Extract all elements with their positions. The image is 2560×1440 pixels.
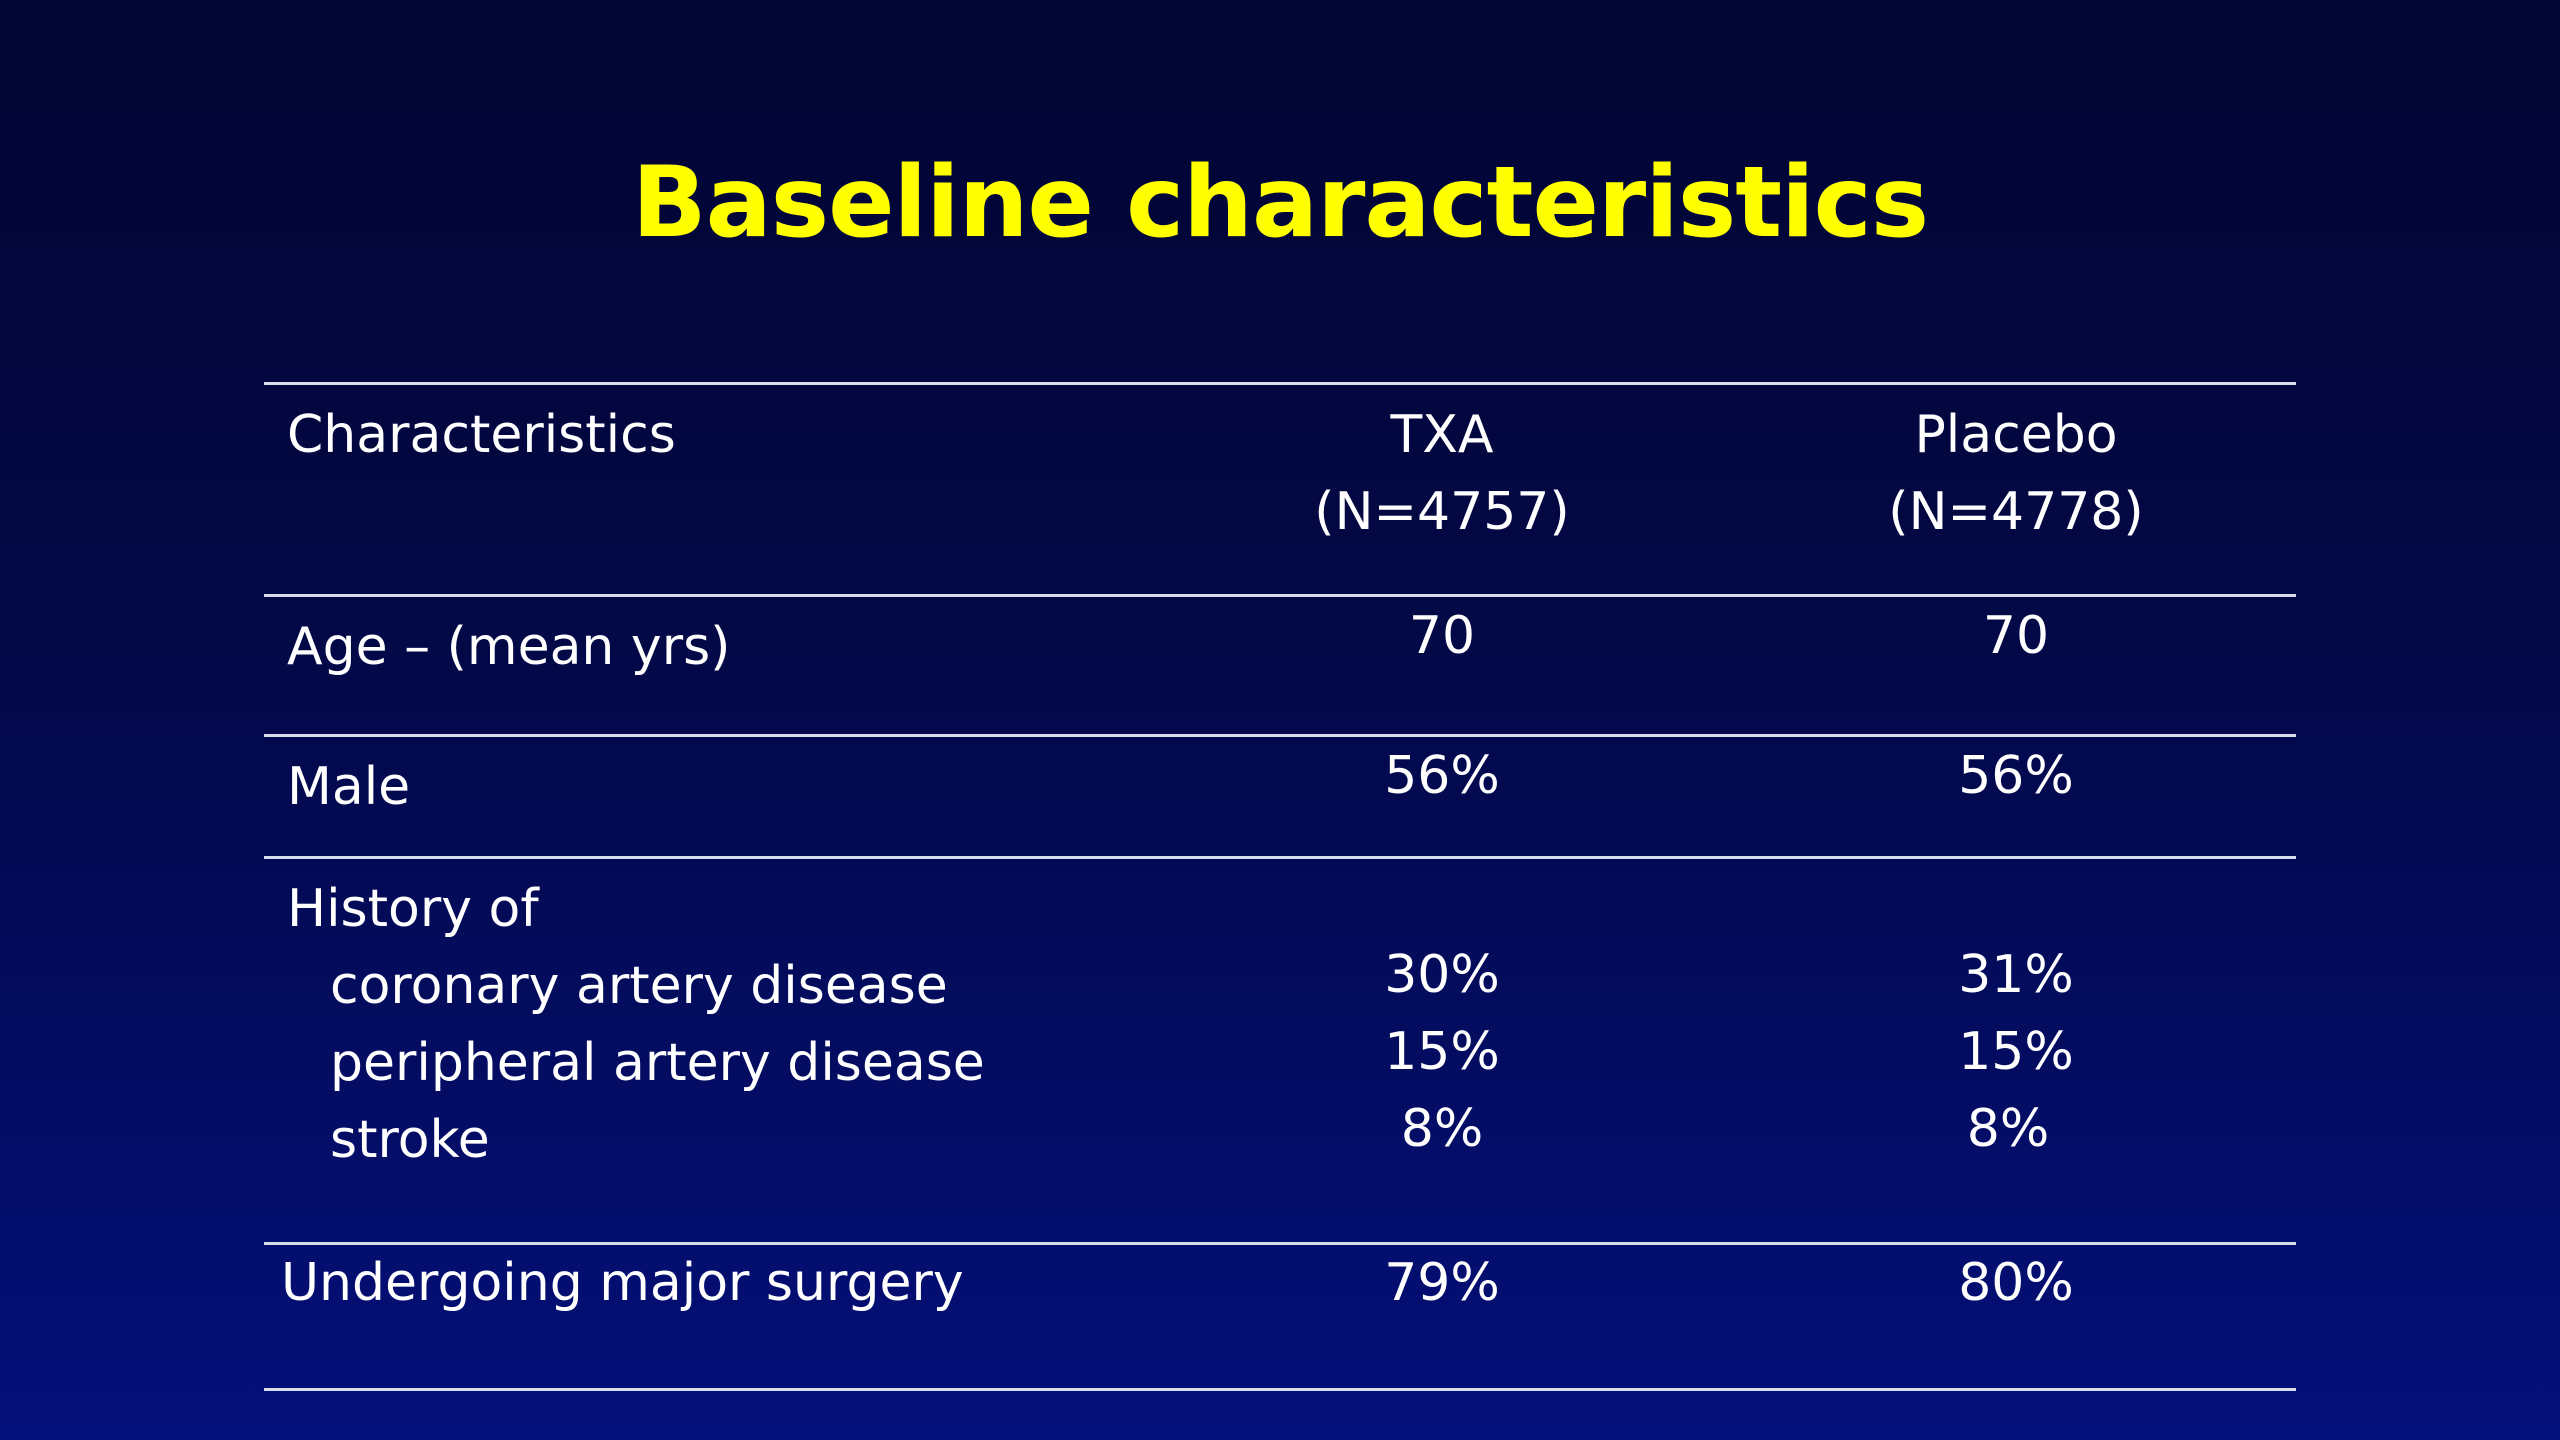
header-txa-n: (N=4757) (1314, 482, 1570, 542)
history-cad-label: coronary artery disease (330, 956, 948, 1016)
history-stroke-txa: 8% (1400, 1099, 1484, 1159)
history-cad-placebo: 31% (1958, 945, 2074, 1005)
header-placebo: Placebo (1914, 405, 2118, 465)
slide-title: Baseline characteristics (631, 146, 1929, 260)
table-rule-bottom (264, 1388, 2296, 1391)
row-surgery-txa: 79% (1384, 1253, 1500, 1313)
row-age-placebo: 70 (1982, 606, 2050, 666)
row-history-label: History of (287, 879, 539, 939)
header-txa: TXA (1390, 405, 1494, 465)
history-pad-txa: 15% (1384, 1022, 1500, 1082)
row-male-label: Male (287, 757, 411, 817)
table-rule-header (264, 594, 2296, 597)
header-placebo-n: (N=4778) (1888, 482, 2144, 542)
history-pad-placebo: 15% (1958, 1022, 2074, 1082)
history-cad-txa: 30% (1384, 945, 1500, 1005)
row-surgery-label: Undergoing major surgery (281, 1253, 964, 1313)
table-rule-history (264, 1242, 2296, 1245)
table-rule-top (264, 382, 2296, 385)
table-rule-male (264, 856, 2296, 859)
history-stroke-label: stroke (330, 1110, 490, 1170)
row-age-label: Age – (mean yrs) (287, 617, 731, 677)
row-age-txa: 70 (1408, 606, 1476, 666)
header-characteristics: Characteristics (287, 405, 676, 465)
table-rule-age (264, 734, 2296, 737)
row-male-txa: 56% (1384, 746, 1500, 806)
history-stroke-placebo: 8% (1966, 1099, 2050, 1159)
row-surgery-placebo: 80% (1958, 1253, 2074, 1313)
history-pad-label: peripheral artery disease (330, 1033, 985, 1093)
row-male-placebo: 56% (1958, 746, 2074, 806)
